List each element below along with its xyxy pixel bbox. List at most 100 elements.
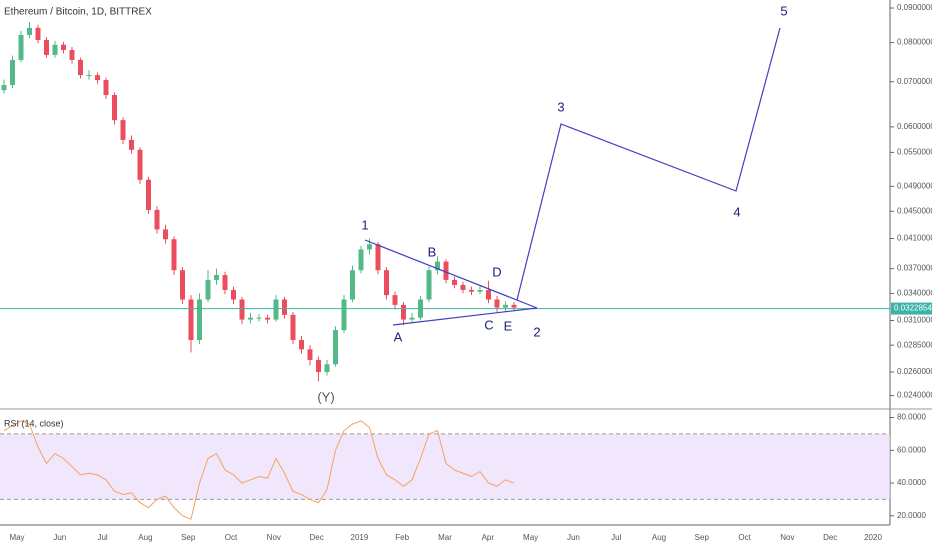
y-tick-label: 0.05500000	[897, 148, 932, 157]
candle-body	[511, 304, 517, 308]
wave-drawing	[364, 27, 781, 326]
candle-body	[409, 317, 415, 320]
y-tick-label: 0.02850000	[897, 340, 932, 349]
candle-body	[392, 295, 398, 305]
candle-body	[44, 40, 49, 55]
triangle-lower	[392, 307, 538, 326]
wave-label: B	[428, 244, 437, 259]
chart-title: Ethereum / Bitcoin, 1D, BITTREX	[4, 7, 152, 18]
x-tick-label: 2019	[351, 533, 369, 542]
candle-body	[350, 270, 355, 300]
candle-body	[10, 59, 15, 86]
x-tick-label: Nov	[267, 533, 281, 542]
x-tick-label: May	[523, 533, 538, 542]
candle-body	[52, 44, 58, 55]
x-tick-label: Oct	[225, 533, 238, 542]
rsi-y-tick-label: 40.0000	[897, 478, 926, 487]
y-tick-label: 0.02400000	[897, 391, 932, 400]
candle-body	[452, 279, 457, 285]
candle-body	[231, 289, 236, 300]
candle-body	[222, 275, 228, 290]
x-tick-label: Sep	[181, 533, 196, 542]
candle-body	[27, 27, 32, 35]
wave-label: 5	[780, 3, 787, 18]
candle-body	[129, 139, 134, 150]
x-tick-label: Mar	[438, 533, 452, 542]
wave-label: 1	[361, 217, 368, 232]
last-price-label: 0.03228543	[894, 304, 932, 313]
x-tick-label: Dec	[823, 533, 837, 542]
candle-body	[112, 94, 117, 121]
candle-body	[256, 317, 262, 319]
x-tick-label: May	[9, 533, 24, 542]
x-tick-label: Sep	[695, 533, 710, 542]
candle-body	[205, 279, 211, 300]
y-tick-label: 0.06000000	[897, 122, 932, 131]
candle-body	[197, 299, 202, 341]
x-tick-label: Jul	[97, 533, 107, 542]
candle-body	[171, 239, 177, 271]
candle-body	[103, 80, 109, 95]
candle-body	[460, 284, 466, 290]
candle-body	[316, 359, 321, 373]
candle-body	[426, 270, 432, 300]
y-tick-label: 0.07000000	[897, 77, 932, 86]
candle-body	[61, 44, 66, 50]
candle-body	[120, 120, 126, 140]
candle-body	[163, 229, 168, 240]
x-tick-label: Jun	[567, 533, 580, 542]
candle-body	[1, 85, 7, 91]
wave-label: C	[484, 317, 493, 332]
candle-body	[290, 314, 296, 341]
candle-body	[214, 275, 219, 280]
candle-body	[324, 364, 330, 373]
wave-label: 3	[557, 99, 564, 114]
candle-body	[435, 261, 440, 271]
y-tick-label: 0.04900000	[897, 181, 932, 190]
rsi-line	[3, 420, 515, 520]
x-tick-label: Oct	[738, 533, 751, 542]
candle-body	[18, 34, 24, 60]
rsi-band	[0, 433, 890, 500]
candle-body	[443, 261, 449, 280]
x-tick-label: Aug	[138, 533, 152, 542]
wave-label: (Y)	[317, 389, 334, 404]
wave-label: E	[504, 318, 513, 333]
rsi-y-tick-label: 60.0000	[897, 445, 926, 454]
candle-body	[401, 304, 406, 320]
candle-body	[35, 27, 41, 41]
candle-body	[367, 244, 372, 250]
candle-body	[307, 349, 313, 360]
candle-body	[282, 299, 287, 315]
x-tick-label: Jul	[611, 533, 621, 542]
candle-body	[503, 304, 508, 308]
wave-label: 2	[533, 324, 540, 339]
rsi-y-tick-label: 20.0000	[897, 511, 926, 520]
candle-body	[146, 179, 151, 210]
candle-body	[341, 299, 347, 331]
candle-body	[358, 249, 364, 271]
x-tick-label: Apr	[482, 533, 495, 542]
candle-body	[299, 340, 304, 350]
candle-body	[137, 149, 143, 180]
y-tick-label: 0.03100000	[897, 316, 932, 325]
candle-body	[265, 317, 270, 320]
candle-body	[494, 299, 500, 308]
y-tick-label: 0.04500000	[897, 206, 932, 215]
y-tick-label: 0.08000000	[897, 38, 932, 47]
x-tick-label: Jun	[53, 533, 66, 542]
x-tick-label: Nov	[780, 533, 794, 542]
candle-body	[486, 289, 491, 300]
x-tick-label: Feb	[395, 533, 409, 542]
candle-body	[239, 299, 245, 320]
y-tick-label: 0.02600000	[897, 367, 932, 376]
candle-body	[333, 330, 338, 365]
candle-body	[477, 289, 483, 292]
wave-label: A	[394, 329, 403, 344]
last-price-box	[891, 302, 932, 315]
candle-body	[188, 299, 194, 341]
candle-body	[469, 289, 474, 292]
y-tick-label: 0.04100000	[897, 234, 932, 243]
triangle-upper	[364, 239, 538, 309]
